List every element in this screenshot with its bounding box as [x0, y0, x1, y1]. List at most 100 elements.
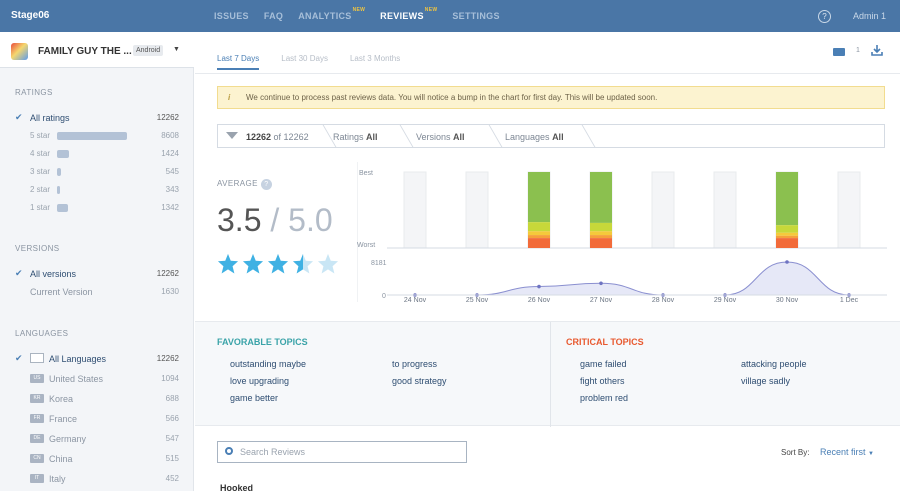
- topic-link[interactable]: village sadly: [741, 376, 791, 386]
- sidebar-item-label: Current Version: [30, 287, 93, 297]
- average-label: AVERAGE?: [217, 179, 272, 190]
- bar-segment: [776, 235, 798, 239]
- date-range-tabs: Last 7 Days Last 30 Days Last 3 Months: [217, 54, 400, 70]
- x-tick-label: 28 Nov: [652, 297, 675, 302]
- sort-dropdown[interactable]: Recent first ▼: [820, 447, 874, 457]
- mail-icon[interactable]: [833, 48, 845, 56]
- day-column: [837, 171, 861, 249]
- bar-segment: [590, 235, 612, 239]
- sidebar-item-language[interactable]: KR Korea 688: [0, 390, 194, 408]
- star-icon: [267, 253, 289, 274]
- flag-icon: US: [30, 374, 44, 383]
- brand-name[interactable]: Stage06: [11, 10, 50, 21]
- sidebar-item-count: 12262: [156, 113, 179, 122]
- search-input[interactable]: Search Reviews: [217, 441, 467, 463]
- platform-badge: Android: [133, 45, 164, 56]
- x-tick-label: 26 Nov: [528, 297, 551, 302]
- chevron-down-icon[interactable]: ▼: [173, 46, 180, 53]
- nav-settings[interactable]: SETTINGS: [452, 11, 499, 21]
- rating-bar: [57, 168, 61, 176]
- bar-segment: [590, 238, 612, 248]
- topic-link[interactable]: attacking people: [741, 359, 807, 369]
- nav-faq[interactable]: FAQ: [264, 11, 283, 21]
- languages-section-title: LANGUAGES: [15, 329, 69, 338]
- sidebar-item-2-star[interactable]: 2 star 343: [0, 181, 194, 199]
- average-score: 3.5 / 5.0: [217, 202, 333, 239]
- nav-analytics-label: ANALYTICS: [298, 11, 352, 21]
- sidebar-item-all-ratings[interactable]: ✔ All ratings 12262: [0, 109, 194, 127]
- topic-link[interactable]: game better: [230, 393, 279, 403]
- mail-count: 1: [856, 47, 860, 54]
- topics-panel: FAVORABLE TOPICS CRITICAL TOPICS outstan…: [195, 321, 900, 427]
- tab-last-7-days[interactable]: Last 7 Days: [217, 54, 260, 70]
- sidebar-item-language[interactable]: CN China 515: [0, 450, 194, 468]
- sidebar-item-label: 4 star: [30, 149, 51, 158]
- nav-reviews[interactable]: REVIEWSNEW: [380, 7, 437, 21]
- nav-issues[interactable]: ISSUES: [214, 11, 249, 21]
- sidebar-item-3-star[interactable]: 3 star 545: [0, 163, 194, 181]
- sidebar-item-5-star[interactable]: 5 star 8608: [0, 127, 194, 145]
- tab-last-3-months[interactable]: Last 3 Months: [349, 54, 401, 63]
- sidebar-item-label: Korea: [49, 394, 74, 404]
- sidebar-item-1-star[interactable]: 1 star 1342: [0, 199, 194, 217]
- topic-link[interactable]: good strategy: [392, 376, 447, 386]
- sidebar-item-all-languages[interactable]: ✔ All Languages 12262: [0, 350, 194, 368]
- nav-analytics[interactable]: ANALYTICSNEW: [298, 7, 365, 21]
- bar-segment: [528, 235, 550, 239]
- sidebar-item-language[interactable]: IT Italy 452: [0, 470, 194, 488]
- flag-icon: IT: [30, 474, 44, 483]
- bar-segment: [528, 238, 550, 248]
- x-tick-label: 27 Nov: [590, 297, 613, 302]
- volume-max-label: 8181: [371, 260, 387, 267]
- volume-area: [415, 262, 849, 295]
- sort-label: Sort By:: [781, 448, 810, 457]
- download-icon[interactable]: [871, 44, 883, 56]
- admin-menu[interactable]: Admin 1: [853, 11, 887, 21]
- topic-link[interactable]: to progress: [392, 359, 438, 369]
- x-tick-label: 29 Nov: [714, 297, 737, 302]
- help-icon[interactable]: ?: [260, 179, 272, 190]
- bar-segment: [590, 222, 612, 232]
- topic-link[interactable]: problem red: [580, 393, 629, 403]
- sidebar-item-all-versions[interactable]: ✔ All versions 12262: [0, 265, 194, 283]
- app-icon: [11, 43, 28, 60]
- worst-label: Worst: [357, 242, 375, 249]
- top-nav: ISSUES FAQ ANALYTICSNEW REVIEWSNEW SETTI…: [214, 0, 500, 32]
- x-tick-label: 30 Nov: [776, 297, 799, 302]
- filter-count: 12262 of 12262: [246, 132, 309, 142]
- filtered-count: 12262: [246, 132, 272, 142]
- star-icon: [317, 253, 339, 274]
- topic-link[interactable]: outstanding maybe: [230, 359, 307, 369]
- sidebar-item-language[interactable]: FR France 566: [0, 410, 194, 428]
- sidebar-item-count: 566: [165, 414, 179, 423]
- app-selector[interactable]: FAMILY GUY THE ... Android ▼: [0, 32, 194, 68]
- divider: [477, 124, 503, 148]
- star-icon: [217, 253, 239, 274]
- rating-bar: [57, 204, 68, 212]
- star-rating: [217, 253, 339, 274]
- topic-link[interactable]: fight others: [580, 376, 625, 386]
- sidebar-item-language[interactable]: US United States 1094: [0, 370, 194, 388]
- sidebar-item-count: 688: [165, 394, 179, 403]
- sidebar-item-label: 2 star: [30, 185, 51, 194]
- topic-link[interactable]: game failed: [580, 359, 627, 369]
- filter-languages[interactable]: Languages All: [505, 132, 564, 142]
- search-placeholder: Search Reviews: [240, 447, 306, 457]
- filter-versions[interactable]: Versions All: [416, 132, 465, 142]
- bar-segment: [528, 231, 550, 236]
- critical-topics-title: CRITICAL TOPICS: [566, 337, 644, 347]
- sidebar-item-4-star[interactable]: 4 star 1424: [0, 145, 194, 163]
- tab-last-30-days[interactable]: Last 30 Days: [281, 54, 328, 63]
- topic-link[interactable]: love upgrading: [230, 376, 290, 386]
- filter-ratings[interactable]: Ratings All: [333, 132, 378, 142]
- day-column: [465, 171, 489, 249]
- sidebar-item-count: 1424: [161, 149, 179, 158]
- bar-segment: [528, 222, 550, 232]
- sidebar-item-current-version[interactable]: Current Version 1630: [0, 283, 194, 301]
- sidebar-item-language[interactable]: DE Germany 547: [0, 430, 194, 448]
- help-icon[interactable]: ?: [818, 10, 831, 23]
- flag-icon: DE: [30, 434, 44, 443]
- sidebar-item-count: 515: [165, 454, 179, 463]
- flag-icon: CN: [30, 454, 44, 463]
- checkbox[interactable]: [30, 353, 44, 363]
